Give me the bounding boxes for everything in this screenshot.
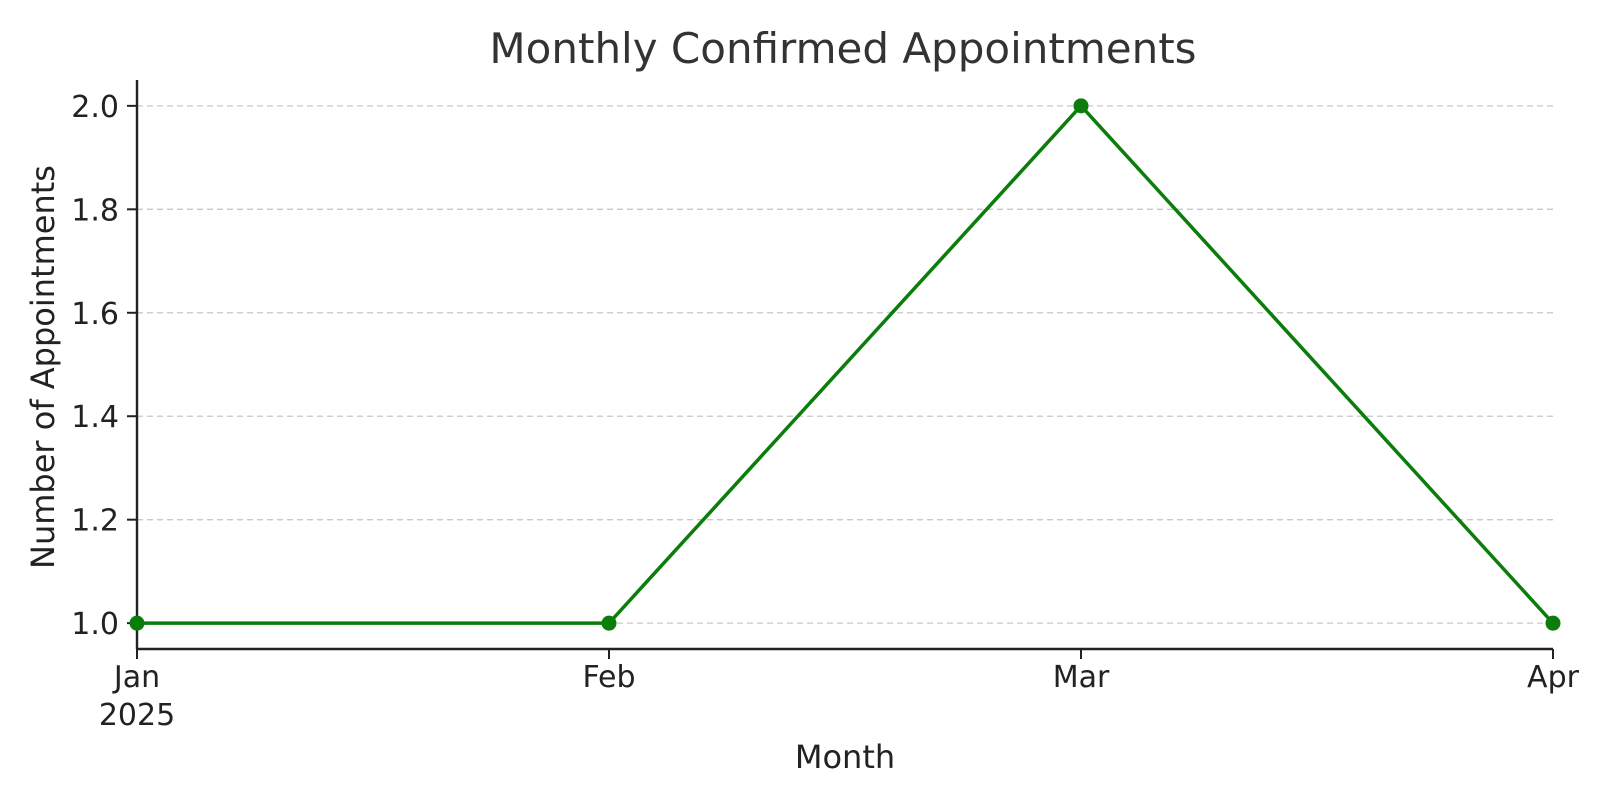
grid-lines — [137, 105, 1553, 624]
data-point — [601, 615, 617, 631]
x-axis-label: Month — [795, 738, 895, 776]
chart-title: Monthly Confirmed Appointments — [489, 24, 1196, 73]
y-tick-label: 1.8 — [71, 193, 119, 228]
data-point — [1073, 98, 1089, 114]
y-ticks: 1.0 1.2 1.4 1.6 1.8 2.0 — [71, 90, 137, 642]
y-tick-label: 2.0 — [71, 90, 119, 125]
y-tick-label: 1.6 — [71, 297, 119, 332]
y-tick-label: 1.4 — [71, 400, 119, 435]
data-point — [1545, 615, 1561, 631]
data-series — [129, 98, 1561, 631]
x-tick-label: Apr — [1527, 660, 1580, 695]
x-tick-label: Jan 2025 — [99, 660, 175, 733]
axes — [135, 80, 1553, 651]
y-tick-label: 1.2 — [71, 504, 119, 539]
x-ticks: Jan 2025 Feb Mar Apr — [99, 649, 1580, 733]
data-point — [129, 615, 145, 631]
series-line — [137, 104, 1555, 625]
x-tick-label: Feb — [582, 660, 635, 695]
y-axis-label: Number of Appointments — [24, 165, 62, 569]
x-tick-label: Mar — [1053, 660, 1110, 695]
y-tick-label: 1.0 — [71, 607, 119, 642]
